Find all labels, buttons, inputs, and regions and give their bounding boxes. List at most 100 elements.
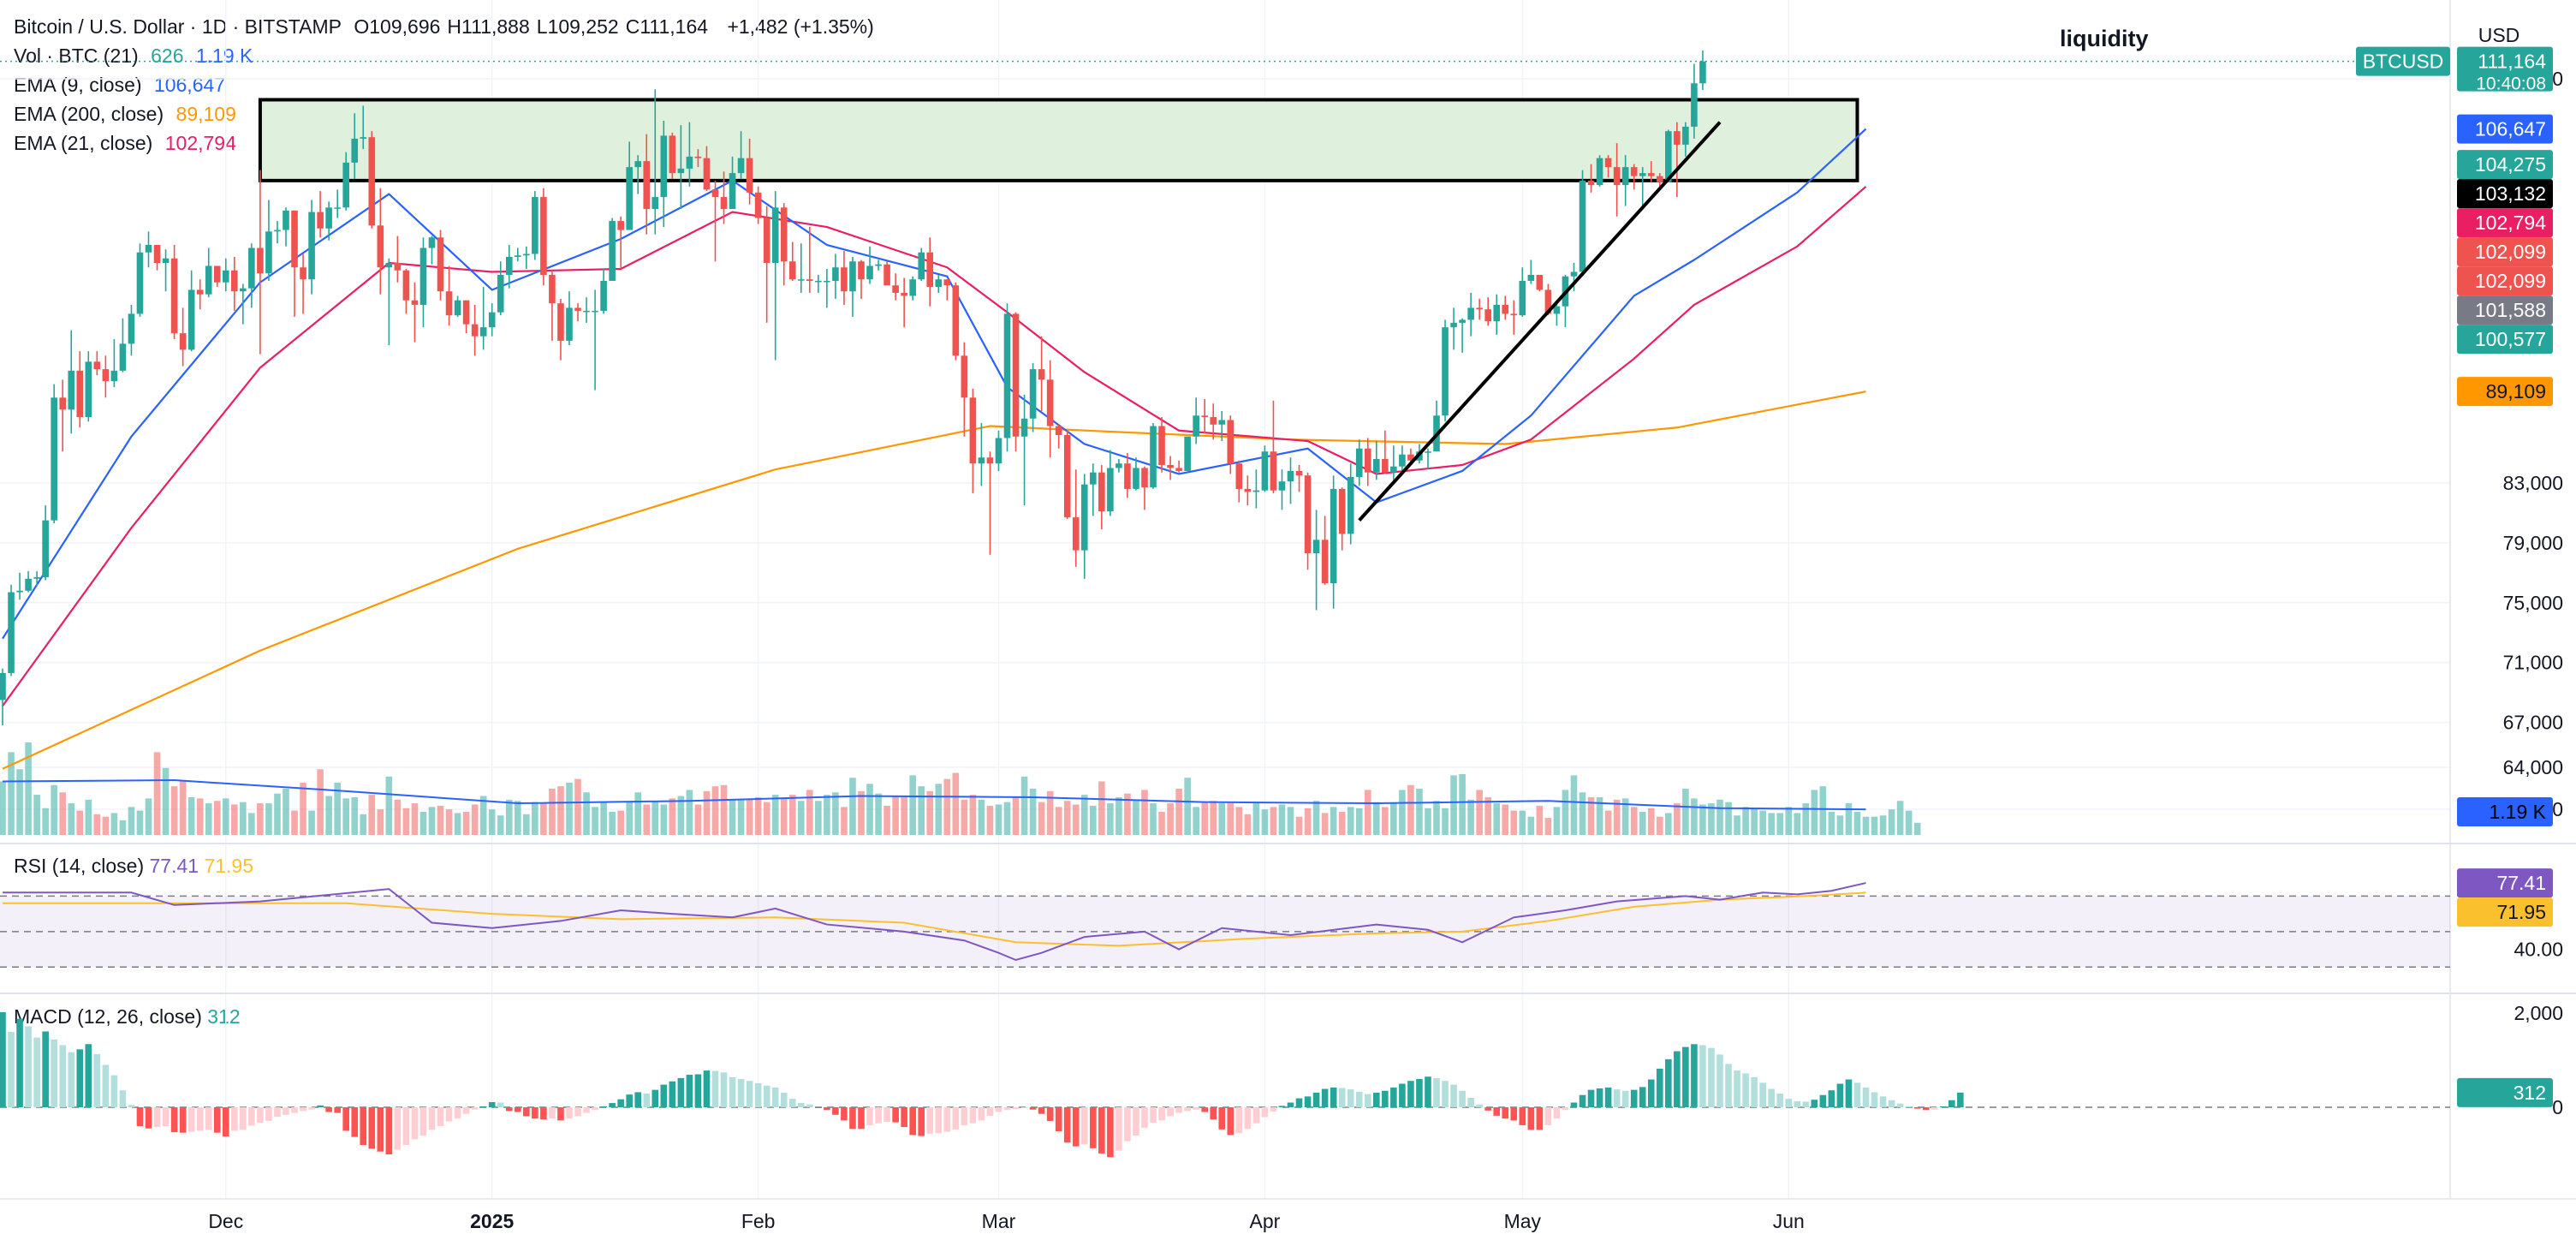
macd-bar (1527, 1107, 1535, 1130)
macd-legend[interactable]: MACD (12, 26, close) 312 (14, 1005, 241, 1028)
volume-ma-line (2, 779, 1866, 811)
volume-bar (935, 784, 943, 835)
volume-bar (1312, 801, 1320, 835)
candle (969, 388, 977, 494)
macd-bar (85, 1044, 92, 1107)
candle-body (1630, 167, 1638, 176)
rsi-value: 77.41 (149, 855, 199, 877)
candle-body (918, 252, 925, 280)
candle (231, 257, 238, 311)
macd-tick-label: 2,000 (2514, 1002, 2563, 1024)
time-tick-label: Feb (741, 1210, 776, 1232)
macd-bar (532, 1107, 538, 1119)
volume-bar (651, 801, 659, 835)
candle-body (978, 457, 985, 464)
currency-button[interactable]: USD (2478, 23, 2520, 46)
price-label-text: 103,132 (2475, 182, 2546, 205)
candle-body (42, 520, 49, 578)
ema200-label: EMA (200, close) (14, 103, 164, 125)
ema21-legend[interactable]: EMA (21, close) 102,794 (14, 128, 881, 158)
macd-bar (42, 1031, 49, 1107)
price-tick-label: 67,000 (2503, 712, 2563, 734)
candle-body (1133, 468, 1139, 489)
rsi-legend[interactable]: RSI (14, close) 77.41 71.95 (14, 855, 253, 878)
ema9-legend[interactable]: EMA (9, close) 106,647 (14, 70, 881, 99)
volume-label: Vol · BTC (21) (14, 45, 139, 67)
macd-bar (1184, 1107, 1191, 1112)
volume-bar (1373, 802, 1380, 835)
macd-bar (1476, 1104, 1483, 1107)
candle (42, 505, 49, 581)
macd-bar (1751, 1076, 1758, 1107)
volume-bar (1141, 790, 1148, 835)
candle-body (317, 212, 324, 229)
candle-body (85, 361, 92, 418)
macd-bar (806, 1104, 813, 1107)
macd-bar (1261, 1107, 1269, 1118)
volume-bar (978, 799, 985, 835)
macd-bar (1570, 1102, 1578, 1107)
volume-bar (677, 796, 685, 835)
macd-bar (1493, 1107, 1501, 1116)
volume-bar (1699, 804, 1706, 835)
candle (1141, 466, 1148, 510)
candle (1287, 457, 1294, 504)
macd-bar (600, 1106, 607, 1107)
volume-bar (815, 801, 822, 835)
candle (1519, 267, 1526, 317)
volume-bar (222, 798, 229, 835)
candle (643, 134, 651, 235)
volume-bar (892, 796, 899, 835)
macd-bar (918, 1107, 925, 1136)
trendline (1358, 121, 1722, 522)
volume-bar (926, 790, 934, 835)
candle-body (1338, 488, 1346, 534)
candle-body (1115, 463, 1122, 468)
candle-body (909, 279, 916, 296)
macd-bar (462, 1107, 470, 1114)
volume-bar (1562, 790, 1569, 835)
macd-bar (866, 1107, 873, 1125)
volume-bar (1776, 813, 1784, 835)
candle-body (883, 264, 890, 286)
macd-bar (1794, 1100, 1801, 1107)
volume-bar (1751, 808, 1758, 835)
macd-bar (609, 1103, 616, 1107)
volume-bar (1467, 799, 1474, 835)
candle-body (660, 135, 668, 198)
macd-bar (1312, 1092, 1320, 1107)
price-label-bg (2457, 266, 2553, 296)
macd-bar (1038, 1107, 1045, 1114)
candle (1527, 259, 1535, 284)
candle-body (969, 397, 977, 464)
volume-bar (1819, 786, 1827, 835)
macd-bar (162, 1107, 170, 1126)
volume-bar (1476, 790, 1483, 835)
candle-body (797, 279, 805, 281)
macd-bar (1090, 1107, 1097, 1148)
symbol-title[interactable]: Bitcoin / U.S. Dollar · 1D · BITSTAMP (14, 15, 342, 38)
volume-legend[interactable]: Vol · BTC (21) 626 1.19 K (14, 41, 881, 70)
volume-bar (187, 796, 195, 835)
volume-bar (875, 793, 882, 835)
volume-bar (42, 808, 49, 835)
rsi-label-badge-text: 71.95 (2496, 901, 2546, 923)
macd-bar (1845, 1079, 1853, 1107)
candle-body (780, 207, 788, 262)
macd-bar (703, 1070, 711, 1107)
candle-body (1347, 476, 1354, 534)
volume-bar (437, 805, 444, 835)
candle-body (1063, 435, 1071, 518)
candle-body (110, 370, 118, 382)
last-price-badge-text: 111,164 (2478, 51, 2546, 73)
rsi-ma-line (3, 891, 1866, 947)
volume-bar (1347, 807, 1354, 835)
candle (1063, 430, 1071, 519)
volume-bar (1682, 789, 1689, 835)
candle-body (222, 270, 229, 283)
candle-body (1012, 313, 1020, 437)
candle-body (952, 285, 960, 356)
macd-bar (858, 1107, 865, 1130)
volume-bar (283, 789, 289, 835)
